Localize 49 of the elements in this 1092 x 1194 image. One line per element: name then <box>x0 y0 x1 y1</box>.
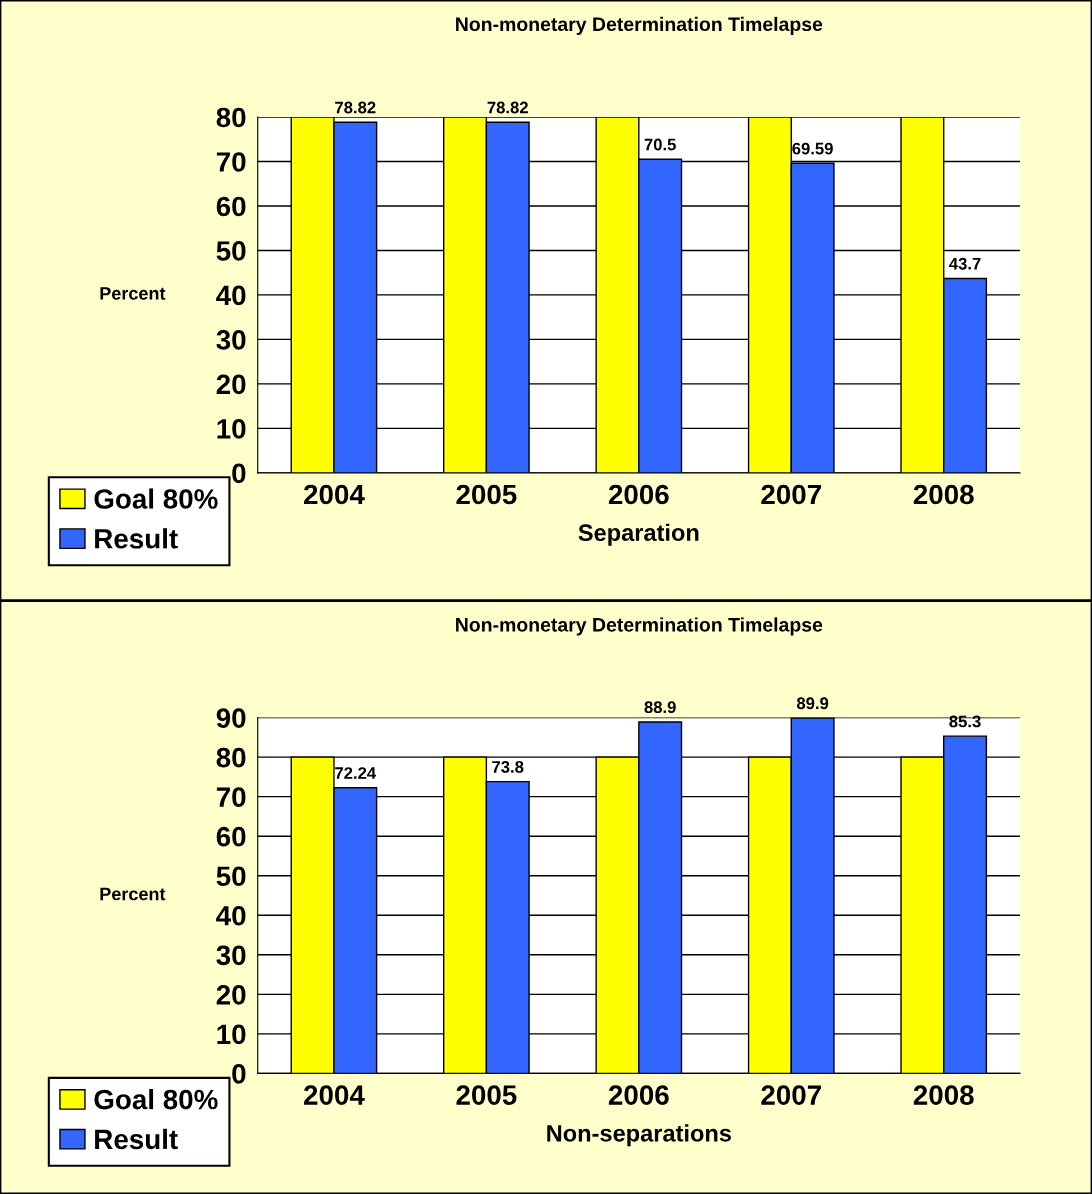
x-axis-title: Non-separations <box>547 1124 732 1147</box>
data-label: 43.7 <box>949 257 981 270</box>
y-tick-label: 50 <box>216 241 246 261</box>
legend-label: Result <box>95 1128 178 1150</box>
legend-label: Goal 80% <box>94 1088 218 1110</box>
y-tick-label: 60 <box>216 196 246 217</box>
x-tick-label: 2008 <box>913 484 974 505</box>
data-label: 69.59 <box>792 142 833 155</box>
data-label: 70.5 <box>644 138 676 151</box>
data-label: 85.3 <box>949 715 981 728</box>
y-tick-label: 0 <box>232 1064 246 1084</box>
y-tick-label: 0 <box>232 463 246 484</box>
y-tick-label: 60 <box>216 826 246 847</box>
x-tick-label: 2004 <box>304 484 365 505</box>
x-tick-label: 2008 <box>913 1085 974 1105</box>
data-label: 88.9 <box>644 701 676 714</box>
data-label: 78.82 <box>335 101 376 114</box>
y-tick-label: 70 <box>216 787 246 807</box>
data-label: 78.82 <box>487 101 528 114</box>
legend-label: Goal 80% <box>94 488 218 509</box>
y-tick-label: 90 <box>216 708 246 728</box>
y-tick-label: 50 <box>216 866 246 887</box>
y-tick-label: 10 <box>217 419 246 439</box>
x-axis-title: Separation <box>578 523 699 546</box>
y-tick-label: 40 <box>216 905 246 926</box>
y-tick-label: 30 <box>216 945 246 966</box>
y-axis-title: Percent <box>100 287 166 300</box>
y-axis-title: Percent <box>100 887 166 901</box>
x-tick-label: 2004 <box>304 1085 365 1105</box>
y-tick-label: 70 <box>216 152 246 172</box>
chart-title: Non-monetary Determination Timelapse <box>456 16 823 35</box>
x-tick-label: 2007 <box>761 484 821 505</box>
y-tick-label: 10 <box>217 1024 246 1045</box>
chart-title: Non-monetary Determination Timelapse <box>456 617 823 636</box>
y-tick-label: 20 <box>216 985 246 1005</box>
data-label: 73.8 <box>492 760 524 773</box>
x-tick-label: 2005 <box>456 1085 517 1105</box>
legend-label: Result <box>95 528 178 549</box>
x-tick-label: 2006 <box>608 1085 669 1105</box>
y-tick-label: 20 <box>216 374 246 395</box>
y-tick-label: 30 <box>216 330 246 350</box>
x-tick-label: 2007 <box>761 1085 821 1105</box>
y-tick-label: 80 <box>216 747 246 768</box>
x-tick-label: 2005 <box>456 484 517 505</box>
data-label: 89.9 <box>796 697 829 710</box>
data-label: 72.24 <box>335 767 377 779</box>
y-tick-label: 40 <box>216 285 246 306</box>
y-tick-label: 80 <box>216 107 246 128</box>
x-tick-label: 2006 <box>608 484 669 505</box>
